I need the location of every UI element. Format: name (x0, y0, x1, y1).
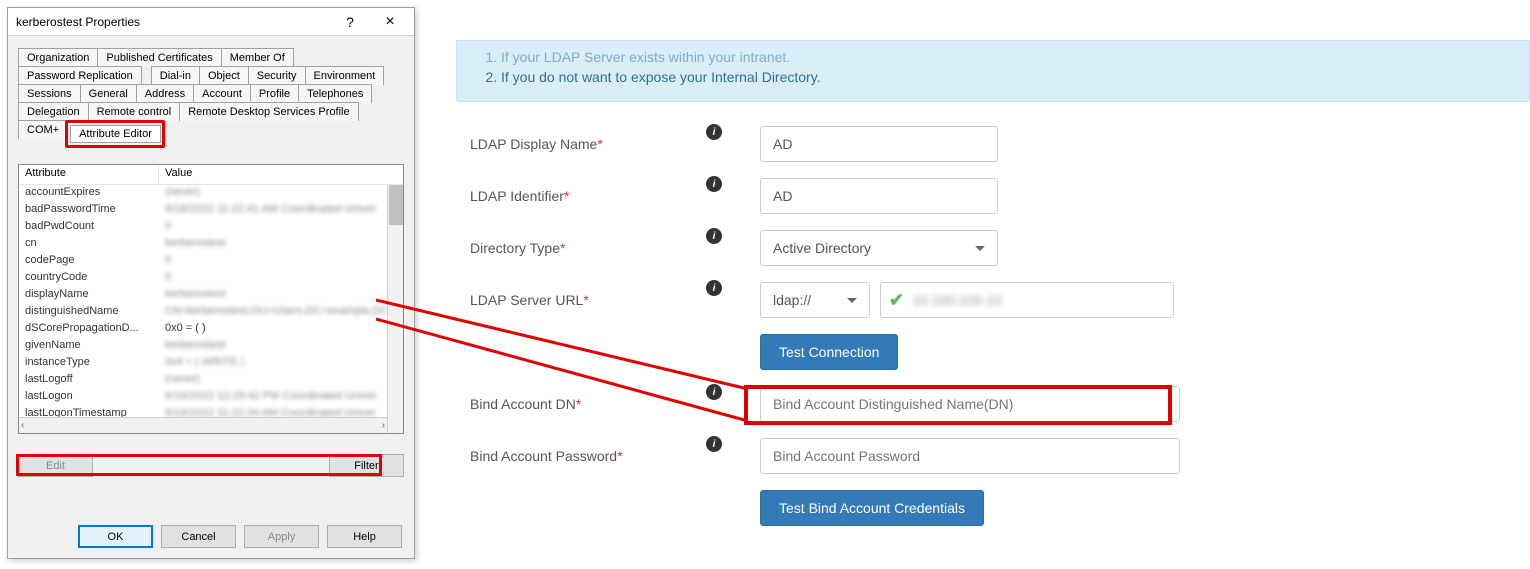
tab-rds-profile[interactable]: Remote Desktop Services Profile (179, 102, 358, 121)
table-row[interactable]: cnkerberostest (19, 236, 403, 253)
tab-organization[interactable]: Organization (18, 48, 98, 67)
tab-environment[interactable]: Environment (305, 66, 385, 85)
tab-com-plus[interactable]: COM+ (18, 120, 68, 139)
close-icon[interactable]: × (370, 10, 410, 34)
server-url-input[interactable]: ✔ 10.100.100.10 (880, 282, 1174, 318)
dialog-title: kerberostest Properties (16, 15, 330, 29)
titlebar[interactable]: kerberostest Properties ? × (8, 8, 414, 36)
row-test-bind: Test Bind Account Credentials (470, 490, 1530, 526)
attribute-rows: accountExpires(never) badPasswordTime6/1… (19, 185, 403, 423)
chevron-down-icon (975, 246, 985, 251)
tab-profile[interactable]: Profile (250, 84, 299, 103)
tab-member-of[interactable]: Member Of (221, 48, 294, 67)
vertical-scrollbar[interactable] (387, 185, 403, 433)
row-directory-type: Directory Type* i Active Directory (470, 230, 1530, 266)
test-connection-button[interactable]: Test Connection (760, 334, 898, 370)
info-icon[interactable]: i (706, 124, 722, 140)
directory-type-select[interactable]: Active Directory (760, 230, 998, 266)
row-display-name: LDAP Display Name* i (470, 126, 1530, 162)
attribute-grid: Attribute Value accountExpires(never) ba… (18, 164, 404, 434)
table-row[interactable]: lastLogoff(never) (19, 372, 403, 389)
label-server-url: LDAP Server URL* (470, 292, 710, 308)
table-row[interactable]: dSCorePropagationD...0x0 = ( ) (19, 321, 403, 338)
table-row[interactable]: lastLogon6/16/2022 12:29:42 PM Coordinat… (19, 389, 403, 406)
info-icon[interactable]: i (706, 228, 722, 244)
properties-dialog: kerberostest Properties ? × Organization… (7, 7, 415, 559)
table-row[interactable]: instanceType0x4 = ( WRITE ) (19, 355, 403, 372)
table-row-distinguished-name[interactable]: distinguishedNameCN=kerberostest,OU=User… (19, 304, 403, 321)
row-identifier: LDAP Identifier* i (470, 178, 1530, 214)
info-box: If your LDAP Server exists within your i… (456, 40, 1530, 102)
tab-password-replication[interactable]: Password Replication (18, 66, 142, 85)
tab-remote-control[interactable]: Remote control (88, 102, 181, 121)
help-icon[interactable]: ? (330, 10, 370, 34)
tab-sessions[interactable]: Sessions (18, 84, 81, 103)
row-bind-password: Bind Account Password* i (470, 438, 1530, 474)
table-row[interactable]: codePage0 (19, 253, 403, 270)
tab-strip: Organization Published Certificates Memb… (8, 36, 414, 148)
info-icon[interactable]: i (706, 436, 722, 452)
col-value[interactable]: Value (159, 165, 403, 184)
info-line-1: If your LDAP Server exists within your i… (501, 47, 1511, 67)
tab-account[interactable]: Account (193, 84, 251, 103)
label-bind-password: Bind Account Password* (470, 448, 710, 464)
info-line-2: If you do not want to expose your Intern… (501, 67, 1511, 87)
tab-attribute-editor[interactable]: Attribute Editor (70, 125, 161, 143)
test-bind-button[interactable]: Test Bind Account Credentials (760, 490, 984, 526)
cancel-button[interactable]: Cancel (161, 525, 236, 548)
help-button[interactable]: Help (327, 525, 402, 548)
info-icon[interactable]: i (706, 280, 722, 296)
attribute-grid-header: Attribute Value (19, 165, 403, 185)
ok-button[interactable]: OK (78, 525, 153, 548)
chevron-down-icon (847, 298, 857, 303)
identifier-input[interactable] (760, 178, 998, 214)
tab-address[interactable]: Address (136, 84, 194, 103)
scrollbar-thumb[interactable] (389, 185, 403, 225)
tab-published-certificates[interactable]: Published Certificates (97, 48, 221, 67)
protocol-select[interactable]: ldap:// (760, 282, 870, 318)
scroll-left-icon[interactable]: ‹ (21, 420, 24, 431)
tab-object[interactable]: Object (199, 66, 249, 85)
tab-highlight: Attribute Editor (65, 120, 165, 148)
label-display-name: LDAP Display Name* (470, 136, 710, 152)
horizontal-scrollbar[interactable]: ‹ › (19, 417, 387, 433)
row-bind-dn: Bind Account DN* i (470, 386, 1530, 422)
table-row[interactable]: badPwdCount0 (19, 219, 403, 236)
check-icon: ✔ (889, 290, 904, 311)
tab-dial-in[interactable]: Dial-in (151, 66, 200, 85)
ldap-config-form: If your LDAP Server exists within your i… (456, 40, 1530, 542)
apply-button[interactable]: Apply (244, 525, 319, 548)
tab-security[interactable]: Security (248, 66, 306, 85)
scroll-right-icon[interactable]: › (382, 420, 385, 431)
label-bind-dn: Bind Account DN* (470, 396, 710, 412)
row-server-url: LDAP Server URL* i ldap:// ✔ 10.100.100.… (470, 282, 1530, 318)
label-identifier: LDAP Identifier* (470, 188, 710, 204)
col-attribute[interactable]: Attribute (19, 165, 159, 184)
tab-delegation[interactable]: Delegation (18, 102, 89, 121)
table-row[interactable]: countryCode0 (19, 270, 403, 287)
bind-password-input[interactable] (760, 438, 1180, 474)
row-test-connection: Test Connection (470, 334, 1530, 370)
tab-general[interactable]: General (80, 84, 137, 103)
label-directory-type: Directory Type* (470, 240, 710, 256)
edit-button[interactable]: Edit (18, 454, 93, 477)
display-name-input[interactable] (760, 126, 998, 162)
info-icon[interactable]: i (706, 176, 722, 192)
table-row[interactable]: badPasswordTime6/16/2022 11:22:41 AM Coo… (19, 202, 403, 219)
filter-button[interactable]: Filter (329, 454, 404, 477)
table-row[interactable]: displayNamekerberostest (19, 287, 403, 304)
table-row[interactable]: accountExpires(never) (19, 185, 403, 202)
tab-telephones[interactable]: Telephones (298, 84, 372, 103)
bind-dn-input[interactable] (760, 386, 1180, 422)
table-row[interactable]: givenNamekerberostest (19, 338, 403, 355)
dialog-footer: OK Cancel Apply Help (8, 525, 414, 548)
info-icon[interactable]: i (706, 384, 722, 400)
